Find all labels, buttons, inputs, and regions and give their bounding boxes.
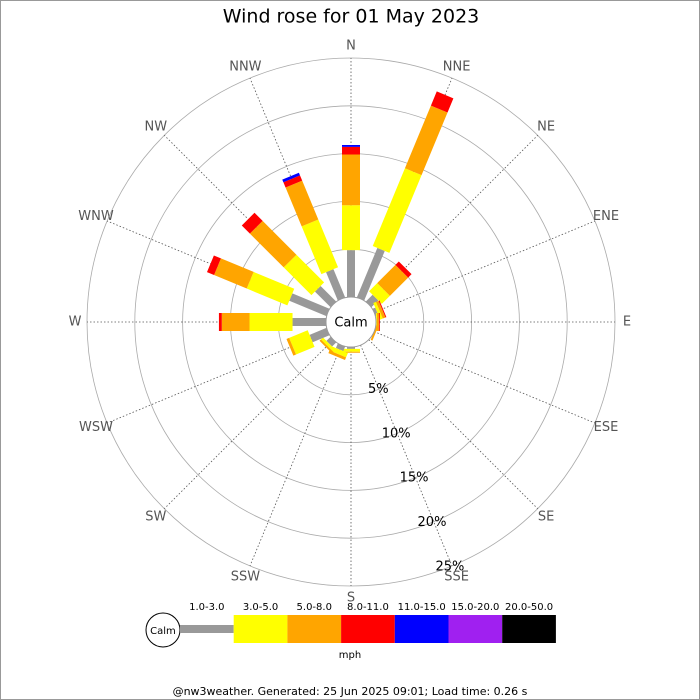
direction-label: SE <box>538 510 554 525</box>
legend-calm-label: Calm <box>150 626 176 637</box>
direction-label: SSW <box>231 569 261 584</box>
bar-segment <box>404 105 448 176</box>
bar-segment <box>282 172 300 183</box>
bar-segment <box>326 336 337 347</box>
bar-segment <box>320 337 336 353</box>
bar-segment <box>375 300 386 319</box>
bar-segment <box>289 293 330 317</box>
bar-segment <box>241 212 263 234</box>
spoke <box>360 344 453 567</box>
direction-label: NW <box>145 119 168 134</box>
legend-swatch <box>287 615 342 643</box>
calm-label: Calm <box>334 316 367 331</box>
legend-swatch <box>394 615 449 643</box>
bar-segment <box>289 330 315 355</box>
direction-label: E <box>623 315 631 330</box>
bar-segment <box>283 254 325 296</box>
spoke <box>164 339 334 509</box>
bar-segment <box>283 175 303 188</box>
legend-swatch <box>233 615 288 643</box>
spoke <box>373 220 596 313</box>
direction-label: ENE <box>593 209 619 224</box>
legend-swatch <box>341 615 395 643</box>
bar-segment <box>395 261 412 278</box>
bar-segment <box>314 285 337 308</box>
r-tick-label: 20% <box>418 515 447 530</box>
bar-segment <box>356 247 385 301</box>
direction-label: NNW <box>229 60 261 75</box>
legend-swatch <box>448 615 503 643</box>
r-tick-label: 15% <box>400 471 429 486</box>
bar-segment <box>373 301 383 320</box>
bar-segment <box>329 346 348 358</box>
direction-label: W <box>69 315 82 330</box>
bar-segment <box>335 343 346 352</box>
legend-label: 20.0-50.0 <box>505 602 553 613</box>
bar-segment <box>369 283 390 304</box>
legend-swatch <box>502 615 556 643</box>
legend-label: 5.0-8.0 <box>297 602 332 613</box>
direction-label: SSE <box>444 569 469 584</box>
spoke <box>249 344 342 567</box>
direction-label: WSW <box>79 420 113 435</box>
direction-label: SW <box>145 510 166 525</box>
r-tick-label: 25% <box>435 559 464 574</box>
legend-label: 3.0-5.0 <box>243 602 278 613</box>
bar-segment <box>286 337 297 356</box>
legend-label: 11.0-15.0 <box>398 602 446 613</box>
legend-label: 8.0-11.0 <box>347 602 389 613</box>
direction-label: S <box>347 591 355 606</box>
bar-segment <box>365 294 379 308</box>
bar-segment <box>430 91 454 113</box>
chart-title: Wind rose for 01 May 2023 <box>223 6 480 28</box>
spoke <box>373 331 596 424</box>
footer: @nw3weather. Generated: 25 Jun 2025 09:0… <box>173 685 528 698</box>
bar-segment <box>319 339 334 354</box>
direction-label: NNE <box>443 60 471 75</box>
calm-circle <box>325 296 377 348</box>
r-tick-label: 5% <box>368 382 389 397</box>
direction-label: WNW <box>78 209 114 224</box>
bar-segment <box>309 327 330 343</box>
bar-segment <box>301 219 339 275</box>
bar-segment <box>372 168 422 253</box>
direction-label: NE <box>537 119 555 134</box>
bar-segment <box>249 220 297 268</box>
bar-segment <box>328 350 347 361</box>
bar-segment <box>285 180 319 227</box>
direction-label: N <box>346 39 356 54</box>
spoke <box>368 339 538 509</box>
bar-segment <box>326 269 346 301</box>
bar-segment <box>214 258 254 289</box>
legend-label: 1.0-3.0 <box>189 602 224 613</box>
bar-segment <box>377 264 409 296</box>
bar-segment <box>206 255 221 276</box>
legend-label: 15.0-20.0 <box>451 602 499 613</box>
direction-label: ESE <box>594 420 619 435</box>
r-tick-label: 10% <box>382 426 411 441</box>
legend-swatch <box>180 625 234 633</box>
unit-label: mph <box>339 650 361 661</box>
bar-segment <box>246 271 295 306</box>
grid-ring <box>134 105 568 539</box>
